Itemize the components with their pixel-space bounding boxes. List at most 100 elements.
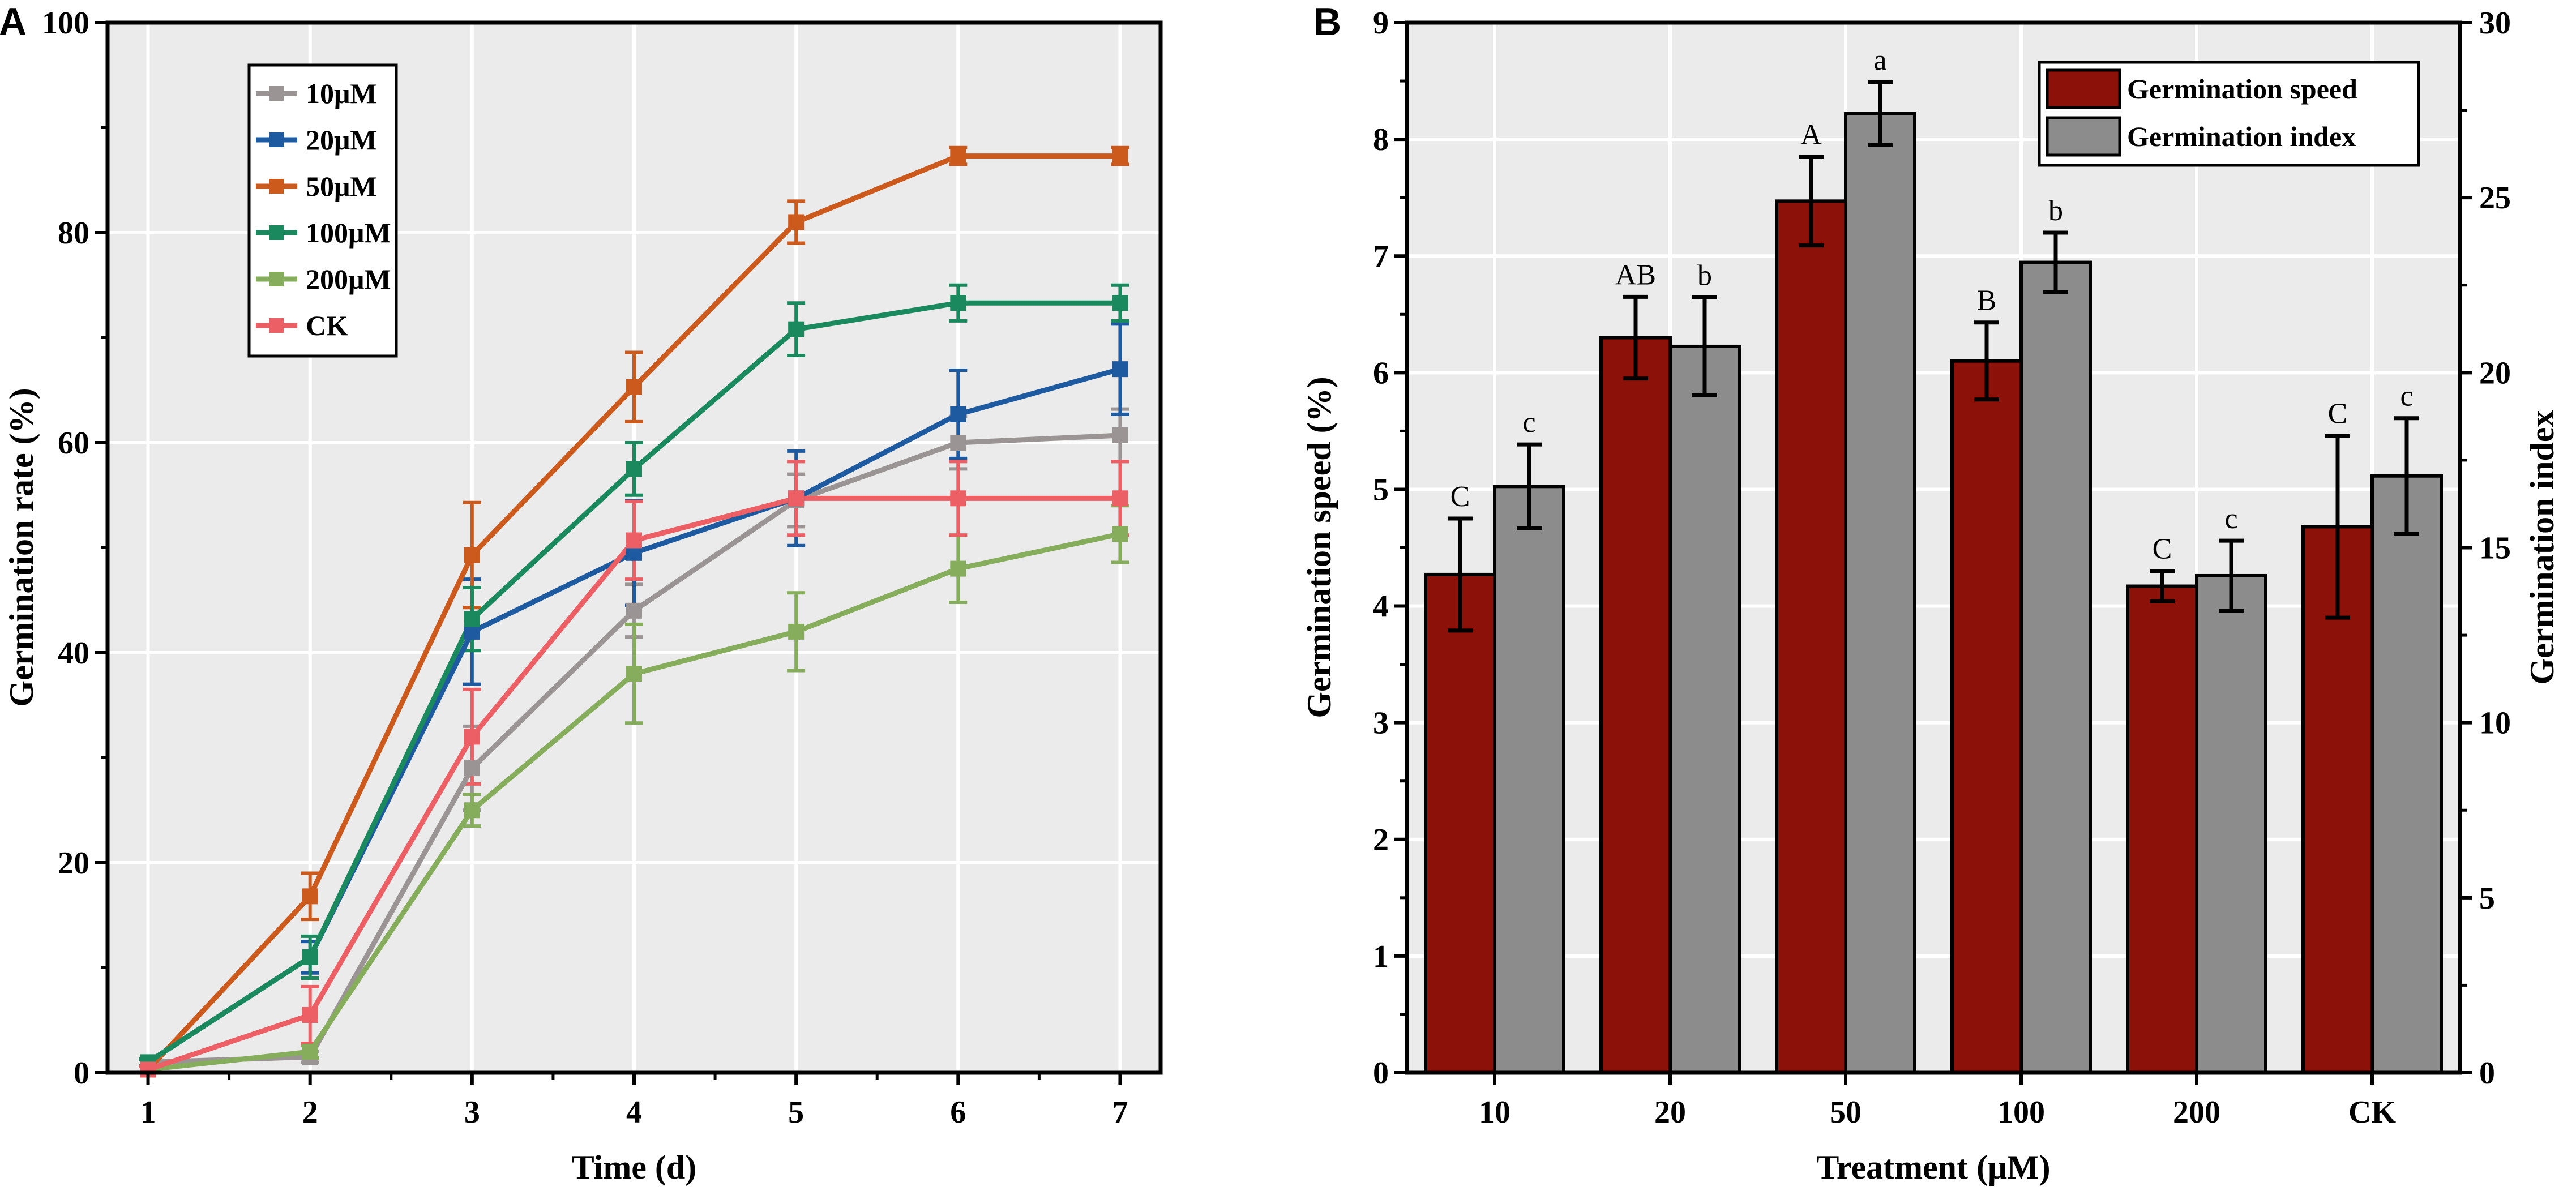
panel-a-x-tick-label: 5: [788, 1095, 804, 1130]
legend-marker-20μM: [269, 132, 284, 147]
legend-label-20μM: 20μM: [306, 124, 377, 156]
panel-a-x-tick-label: 2: [302, 1095, 318, 1130]
panel-b-y-tick-label: 8: [1373, 122, 1389, 157]
panel-a-label: A: [0, 1, 27, 44]
data-point-CK: [626, 532, 642, 549]
data-point-20μM: [1112, 361, 1128, 378]
panel-b-label: B: [1313, 1, 1341, 44]
bar-germination-index: [1493, 485, 1565, 1075]
data-point-50μM: [464, 547, 480, 563]
bar-germination-index: [2195, 573, 2267, 1074]
panel-b-error-bars: [1448, 80, 2419, 633]
panel-b-y2-tick-label: 25: [2479, 181, 2511, 216]
panel-b-legend: Germination speed Germination index: [2038, 61, 2420, 167]
significance-letter: a: [1873, 44, 1886, 76]
data-point-CK: [1112, 490, 1128, 507]
data-point-50μM: [626, 379, 642, 395]
panel-b-y2-tick-label: 30: [2479, 6, 2511, 41]
panel-a-y-tick-label: 60: [58, 426, 89, 461]
legend-label-germination-speed: Germination speed: [2127, 73, 2357, 105]
panel-a-x-tick-label: 1: [140, 1095, 156, 1130]
significance-letter: c: [2224, 503, 2237, 535]
significance-letter: B: [1977, 285, 1997, 317]
legend-label-CK: CK: [306, 310, 348, 341]
panel-b-y-tick-label: 6: [1373, 355, 1389, 391]
data-point-100μM: [950, 295, 966, 311]
bar-germination-index: [2370, 474, 2443, 1074]
legend-label-10μM: 10μM: [306, 78, 377, 109]
panel-b-y-tick-label: 5: [1373, 472, 1389, 507]
panel-a-line-chart: 1 2 3 4 5 6 7 0 20 40 60 80 100 10μM 20μM 50μM 100μM 200…: [0, 1, 1163, 1186]
panel-a-y-tick-label: 100: [42, 6, 89, 41]
bar-germination-speed: [1775, 199, 1847, 1075]
data-point-CK: [788, 490, 805, 507]
panel-a-x-tick-label: 7: [1112, 1095, 1128, 1130]
panel-b-y2-tick-label: 0: [2479, 1056, 2495, 1091]
panel-a-x-tick-label: 3: [464, 1095, 480, 1130]
panel-b-y-tick-label: 4: [1373, 589, 1389, 624]
significance-letter: AB: [1615, 259, 1656, 291]
data-point-100μM: [788, 321, 805, 337]
panel-b-x-tick-label: CK: [2348, 1095, 2396, 1130]
data-point-200μM: [302, 1043, 318, 1060]
significance-letter: C: [2328, 398, 2348, 430]
legend-marker-10μM: [269, 86, 284, 101]
data-point-100μM: [626, 461, 642, 477]
legend-swatch-germination-index: [2046, 116, 2121, 157]
bar-germination-speed: [1424, 572, 1496, 1074]
data-point-100μM: [1112, 295, 1128, 311]
panel-b-bars: [1424, 112, 2443, 1075]
bar-germination-index: [1668, 344, 1741, 1074]
data-point-200μM: [950, 560, 966, 577]
legend-marker-50μM: [269, 179, 284, 194]
panel-a-y-tick-label: 20: [58, 846, 89, 881]
significance-letter: C: [2153, 533, 2172, 566]
legend-marker-100μM: [269, 225, 284, 240]
panel-a-x-tick-label: 4: [626, 1095, 642, 1130]
panel-b-y-tick-label: 3: [1373, 706, 1389, 741]
data-point-200μM: [626, 666, 642, 682]
data-point-200μM: [464, 802, 480, 819]
panel-b-x-tick-label: 100: [1997, 1095, 2045, 1130]
significance-letter: c: [2400, 380, 2413, 413]
data-point-50μM: [950, 148, 966, 164]
bar-germination-speed: [1599, 336, 1672, 1074]
data-point-10μM: [626, 602, 642, 619]
panel-b-x-tick-label: 200: [2173, 1095, 2220, 1130]
bar-germination-speed: [1950, 359, 2023, 1075]
significance-letter: b: [2048, 195, 2063, 227]
bar-germination-index: [2019, 260, 2092, 1074]
data-point-10μM: [1112, 427, 1128, 444]
data-point-200μM: [1112, 526, 1128, 542]
panel-b-y2-tick-label: 15: [2479, 531, 2511, 566]
panel-b-x-tick-label: 10: [1479, 1095, 1510, 1130]
data-point-20μM: [950, 406, 966, 422]
panel-b-x-axis-label: Treatment (μM): [1816, 1149, 2050, 1186]
bar-germination-index: [1844, 112, 1916, 1074]
panel-a-y-axis-label: Germination rate (%): [3, 388, 40, 706]
data-point-50μM: [788, 214, 805, 230]
significance-letter: c: [1522, 406, 1535, 439]
panel-b-y2-tick-label: 5: [2479, 881, 2495, 916]
panel-b-y-tick-label: 0: [1373, 1056, 1389, 1091]
data-point-200μM: [788, 623, 805, 640]
panel-a-legend-box: [247, 63, 398, 358]
panel-b-y-tick-label: 9: [1373, 6, 1389, 41]
panel-a-ticks: 1 2 3 4 5 6 7 0 20 40 60 80 100: [42, 6, 1128, 1130]
data-point-50μM: [1112, 148, 1128, 164]
legend-marker-200μM: [269, 272, 284, 286]
panel-b-y-axis-label: Germination speed (%): [1300, 376, 1338, 718]
data-point-100μM: [302, 949, 318, 965]
data-point-10μM: [464, 760, 480, 777]
bar-germination-speed: [2126, 584, 2198, 1075]
panel-a-legend: 10μM 20μM 50μM 100μM 200μM CK: [247, 63, 398, 358]
panel-b-x-tick-label: 50: [1830, 1095, 1862, 1130]
data-point-CK: [464, 729, 480, 745]
legend-swatch-germination-speed: [2046, 68, 2121, 109]
panel-b-y2-tick-label: 10: [2479, 706, 2511, 741]
panel-a-data-points: [140, 148, 1128, 1078]
data-point-50μM: [302, 888, 318, 905]
data-point-CK: [950, 490, 966, 507]
